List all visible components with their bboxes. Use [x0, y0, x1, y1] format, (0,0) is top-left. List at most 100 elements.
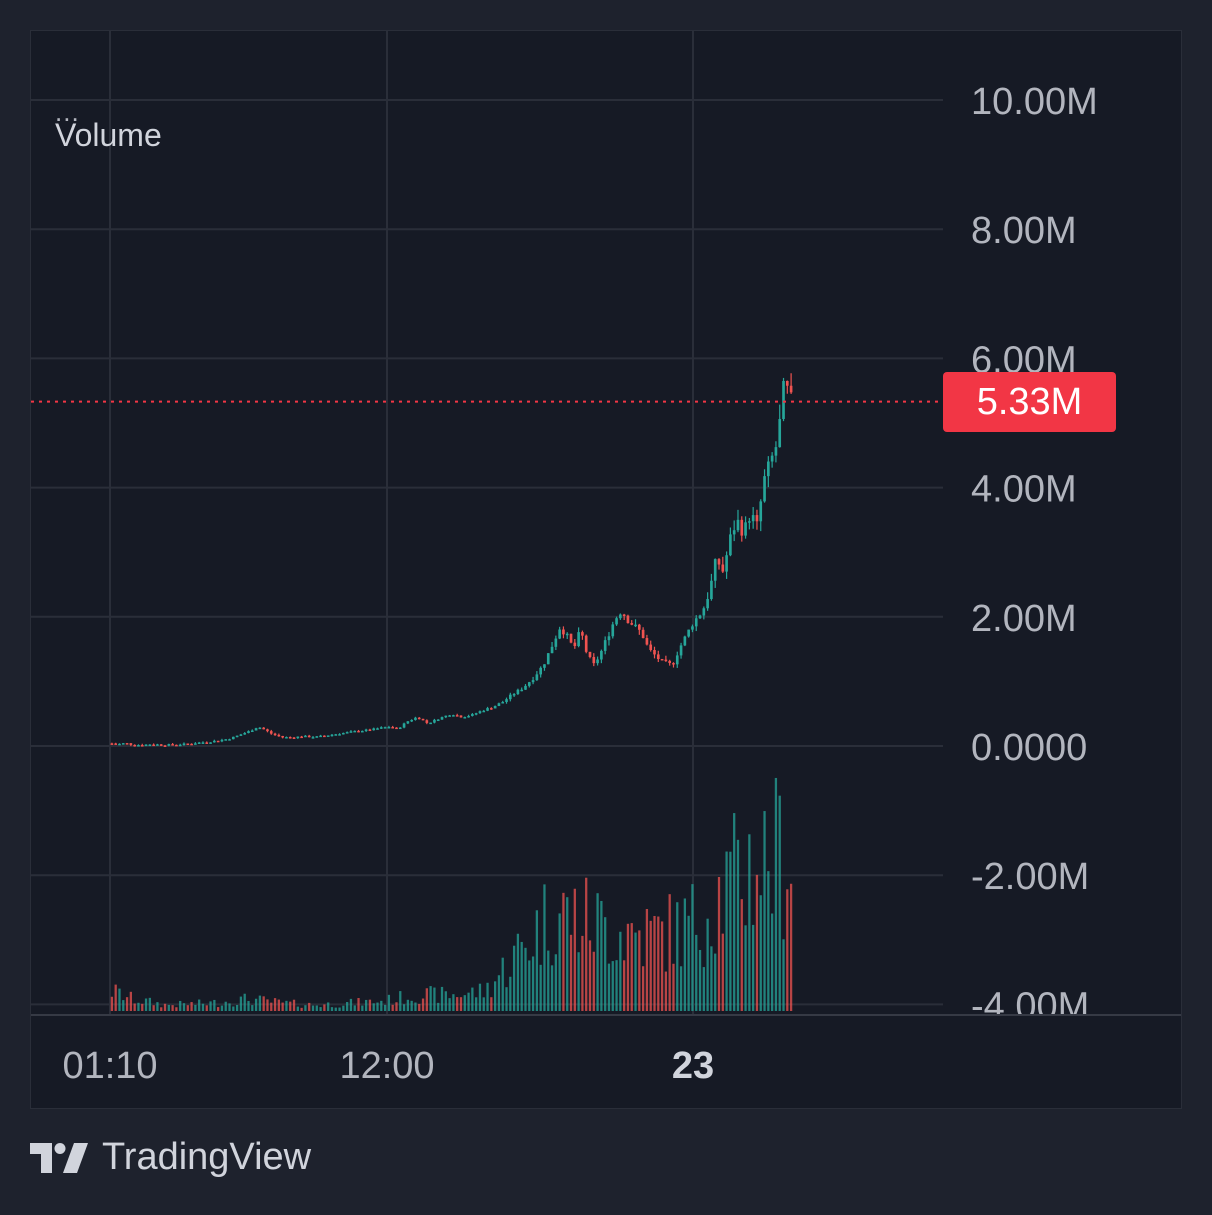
volume-bar — [319, 1007, 322, 1011]
candle-body — [748, 521, 751, 523]
volume-bar — [368, 999, 372, 1011]
volume-bar — [770, 913, 774, 1011]
candle-body — [751, 515, 755, 522]
candle-body — [414, 717, 417, 720]
time-axis[interactable] — [31, 1015, 1182, 1109]
candle-body — [300, 736, 303, 739]
candle-body — [433, 719, 436, 723]
volume-bar — [437, 1002, 440, 1011]
legend-more-button[interactable]: ... — [55, 97, 80, 127]
volume-bar — [194, 1004, 197, 1011]
volume-bar — [433, 987, 436, 1011]
volume-bar — [243, 993, 246, 1011]
chart-canvas[interactable]: 10.00M8.00M6.00M4.00M2.00M0.0000-2.00M-4… — [31, 31, 1182, 1109]
candle-body — [603, 640, 607, 651]
candle-body — [220, 739, 224, 742]
volume-bar — [486, 982, 489, 1011]
candle-body — [539, 667, 542, 675]
candle-body — [626, 615, 630, 624]
candle-body — [702, 608, 706, 616]
candle-body — [194, 743, 197, 745]
volume-bar — [125, 997, 129, 1011]
volume-bar — [141, 1003, 144, 1011]
volume-bar — [452, 994, 455, 1011]
volume-bar — [342, 1005, 345, 1011]
volume-bar — [456, 997, 459, 1011]
candle-body — [383, 727, 387, 729]
volume-bar — [478, 983, 482, 1011]
volume-bar — [600, 900, 603, 1011]
candle-body — [269, 731, 273, 734]
candle-body — [186, 743, 190, 745]
candle-body — [379, 727, 383, 729]
volume-bar — [585, 877, 588, 1011]
volume-bar — [475, 997, 478, 1011]
volume-bar — [296, 1006, 299, 1011]
volume-bar — [778, 795, 781, 1011]
legend-volume-title: Volume — [55, 117, 162, 153]
volume-bar — [501, 957, 504, 1011]
candle-body — [527, 682, 531, 686]
candle-body — [505, 699, 508, 703]
candle-body — [729, 534, 732, 556]
volume-bar — [167, 1004, 170, 1011]
chart-pane[interactable]: 10.00M 8.00M 6.00M 4.00M 2.00M 0.0000 -2.00M -4… — [30, 30, 1182, 1109]
volume-bar — [539, 964, 542, 1011]
volume-bar — [163, 1003, 167, 1011]
volume-bar — [611, 961, 614, 1011]
volume-bar — [588, 940, 592, 1011]
y-axis-labels: 10.00M8.00M6.00M4.00M2.00M0.0000-2.00M-4… — [971, 81, 1098, 1027]
volume-bar — [182, 1003, 186, 1011]
volume-bar — [327, 1002, 330, 1011]
candle-body — [501, 702, 505, 704]
candle-body — [296, 736, 300, 739]
candle-body — [482, 710, 486, 713]
candle-body — [307, 735, 311, 738]
candle-body — [584, 635, 588, 652]
candle-body — [152, 744, 155, 747]
candle-body — [304, 735, 307, 738]
candle-body — [448, 715, 451, 717]
candle-body — [520, 689, 524, 692]
candle-body — [311, 737, 315, 739]
volume-bar — [308, 1002, 311, 1011]
volume-bar — [657, 916, 660, 1011]
volume-bar — [224, 1001, 227, 1011]
volume-bar — [638, 930, 641, 1011]
volume-bar — [744, 925, 747, 1011]
candle-body — [782, 380, 785, 420]
candle-body — [235, 735, 239, 738]
candle-body — [471, 714, 474, 716]
volume-bar — [137, 1002, 140, 1011]
candle-body — [516, 689, 520, 695]
volume-bar — [304, 1005, 307, 1011]
volume-bar — [346, 1002, 349, 1011]
volume-bar — [387, 994, 391, 1011]
volume-bar — [235, 1004, 239, 1011]
volume-bar — [266, 999, 269, 1011]
volume-bar — [562, 892, 565, 1011]
volume-bar — [634, 932, 637, 1011]
tradingview-brand[interactable]: TradingView — [30, 1136, 311, 1179]
candle-body — [600, 650, 603, 660]
candle-body — [691, 626, 694, 630]
volume-bar — [554, 954, 557, 1011]
volume-bar — [254, 998, 258, 1011]
volume-bar — [118, 988, 121, 1011]
candle-body — [683, 636, 687, 646]
y-tick-label: 4.00M — [971, 469, 1077, 511]
candle-body — [239, 734, 243, 736]
volume-bar — [752, 924, 755, 1011]
volume-bar — [110, 996, 114, 1011]
candle-body — [478, 711, 482, 714]
candle-body — [452, 715, 455, 717]
volume-bar — [239, 996, 243, 1011]
volume-bar — [717, 876, 721, 1011]
volume-bar — [645, 909, 649, 1011]
candle-body — [319, 735, 322, 738]
volume-bar — [402, 1004, 406, 1011]
candle-body — [565, 633, 569, 636]
volume-bar — [315, 1005, 318, 1011]
candle-body — [486, 708, 489, 711]
volume-bar — [786, 889, 789, 1011]
